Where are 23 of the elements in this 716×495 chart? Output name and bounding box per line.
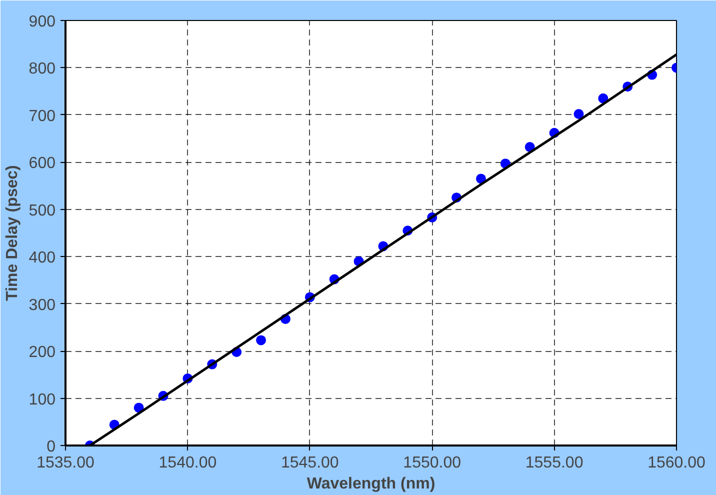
- y-tick-label: 600: [28, 155, 56, 172]
- x-tick-label: 1550.00: [403, 454, 462, 472]
- y-tick-label: 300: [28, 296, 56, 314]
- x-tick-label: 1560.00: [648, 454, 706, 472]
- point: [256, 335, 266, 346]
- y-tick-label: 0: [46, 438, 56, 456]
- point: [476, 174, 486, 184]
- y-tick-label: 100: [28, 391, 56, 408]
- x-axis-title: Wavelength (nm): [306, 476, 436, 492]
- y-tick-label: 400: [28, 250, 56, 267]
- x-tick-label: 1545.00: [280, 454, 339, 472]
- x-tick-label: 1555.00: [525, 454, 584, 472]
- y-axis-title: Time Delay (psec): [4, 165, 21, 301]
- point: [134, 402, 144, 413]
- y-tick-label: 800: [28, 60, 56, 78]
- x-tick-label: 1540.00: [158, 454, 217, 472]
- y-tick-label: 900: [28, 14, 56, 30]
- y-tick-label: 200: [28, 344, 56, 362]
- point: [598, 93, 608, 104]
- y-tick-label: 500: [28, 202, 56, 220]
- y-tick-label: 700: [28, 108, 56, 125]
- point: [574, 109, 584, 119]
- x-tick-label: 1535.00: [36, 454, 95, 472]
